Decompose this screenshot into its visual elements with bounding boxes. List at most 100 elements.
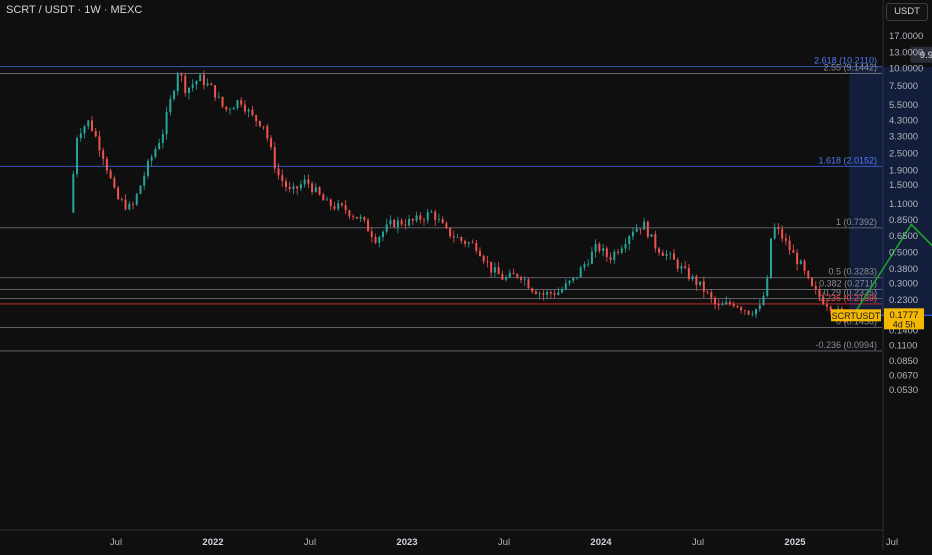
candle-body bbox=[796, 252, 799, 265]
candle-body bbox=[195, 81, 198, 85]
candle-body bbox=[702, 281, 705, 292]
candle-body bbox=[255, 115, 258, 121]
fib-label: 2.618 (10.2110) bbox=[814, 56, 877, 66]
candle-body bbox=[445, 223, 448, 228]
candle-body bbox=[135, 193, 138, 205]
candles-group bbox=[72, 70, 847, 323]
candle-body bbox=[87, 120, 90, 127]
candle-body bbox=[441, 219, 444, 224]
y-tick-label: 5.5000 bbox=[889, 100, 918, 111]
candle-body bbox=[624, 244, 627, 249]
fib-label: 2.55 (9.1442) bbox=[823, 62, 877, 72]
x-tick-label: 2025 bbox=[784, 537, 806, 548]
candle-body bbox=[564, 283, 567, 290]
y-tick-label: 0.1100 bbox=[889, 340, 917, 351]
candle-body bbox=[139, 185, 142, 194]
y-tick-label: 13.0000 bbox=[889, 47, 923, 58]
y-tick-label: 2.5000 bbox=[889, 149, 918, 160]
currency-badge[interactable]: USDT bbox=[886, 3, 928, 21]
candle-body bbox=[676, 259, 679, 269]
candle-body bbox=[307, 179, 310, 184]
candle-body bbox=[393, 219, 396, 228]
candle-body bbox=[411, 218, 414, 221]
candle-body bbox=[396, 220, 399, 228]
x-tick-label: 2022 bbox=[202, 537, 223, 548]
candle-body bbox=[449, 227, 452, 237]
candle-body bbox=[76, 138, 79, 175]
candle-body bbox=[214, 85, 217, 98]
candle-body bbox=[367, 220, 370, 232]
measure-label: 9.9832 (5,599.08%) 99,832 bbox=[920, 50, 932, 61]
candle-body bbox=[792, 250, 795, 253]
candle-body bbox=[807, 270, 810, 279]
candle-body bbox=[822, 296, 825, 305]
x-tick-label: 2024 bbox=[590, 537, 612, 548]
candle-body bbox=[769, 238, 772, 279]
candle-body bbox=[706, 291, 709, 293]
candle-body bbox=[583, 264, 586, 268]
candle-body bbox=[210, 83, 213, 86]
candle-body bbox=[296, 186, 299, 189]
candle-body bbox=[695, 276, 698, 285]
candle-body bbox=[650, 234, 653, 237]
candle-body bbox=[814, 285, 817, 290]
candle-body bbox=[501, 274, 504, 280]
candle-body bbox=[389, 219, 392, 225]
candle-body bbox=[385, 224, 388, 232]
candle-body bbox=[643, 221, 646, 230]
candle-body bbox=[132, 203, 135, 205]
candle-body bbox=[105, 158, 108, 171]
candle-body bbox=[751, 314, 754, 316]
candle-body bbox=[531, 288, 534, 292]
candle-body bbox=[262, 126, 265, 127]
candle-body bbox=[113, 178, 116, 188]
candle-body bbox=[710, 292, 713, 298]
fib-label: 1 (0.7392) bbox=[836, 217, 877, 227]
candle-body bbox=[520, 277, 523, 280]
candle-body bbox=[94, 130, 97, 137]
fib-label: 1.618 (2.0152) bbox=[818, 155, 877, 165]
candle-body bbox=[266, 126, 269, 139]
candle-body bbox=[497, 267, 500, 275]
candle-body bbox=[303, 179, 306, 185]
candle-body bbox=[762, 295, 765, 305]
y-tick-label: 3.3000 bbox=[889, 132, 918, 143]
candle-body bbox=[150, 156, 153, 161]
y-tick-label: 0.0670 bbox=[889, 371, 918, 382]
candle-body bbox=[173, 91, 176, 100]
candle-body bbox=[728, 302, 731, 304]
candle-body bbox=[784, 238, 787, 241]
candle-body bbox=[553, 293, 556, 296]
candle-body bbox=[811, 278, 814, 286]
candle-body bbox=[146, 160, 149, 176]
candle-body bbox=[229, 109, 232, 111]
fib-label: 0.382 (0.2711) bbox=[819, 278, 877, 288]
candle-body bbox=[542, 293, 545, 295]
candle-body bbox=[232, 107, 235, 110]
candle-body bbox=[430, 211, 433, 213]
candle-body bbox=[512, 272, 515, 275]
candle-body bbox=[404, 224, 407, 226]
candle-body bbox=[408, 218, 411, 226]
candle-body bbox=[464, 240, 467, 244]
candle-body bbox=[225, 106, 228, 110]
candle-body bbox=[594, 243, 597, 252]
candle-body bbox=[755, 309, 758, 315]
candle-body bbox=[799, 260, 802, 265]
candle-body bbox=[191, 84, 194, 88]
candle-body bbox=[721, 304, 724, 306]
y-tick-label: 7.5000 bbox=[889, 81, 918, 92]
candle-body bbox=[340, 203, 343, 206]
candle-body bbox=[184, 75, 187, 93]
candle-body bbox=[527, 279, 530, 289]
candle-body bbox=[314, 187, 317, 192]
candle-body bbox=[557, 292, 560, 296]
candle-body bbox=[374, 237, 377, 243]
candle-body bbox=[605, 248, 608, 257]
candle-body bbox=[534, 291, 537, 295]
candle-body bbox=[568, 280, 571, 284]
candle-body bbox=[337, 203, 340, 209]
candle-body bbox=[281, 175, 284, 182]
